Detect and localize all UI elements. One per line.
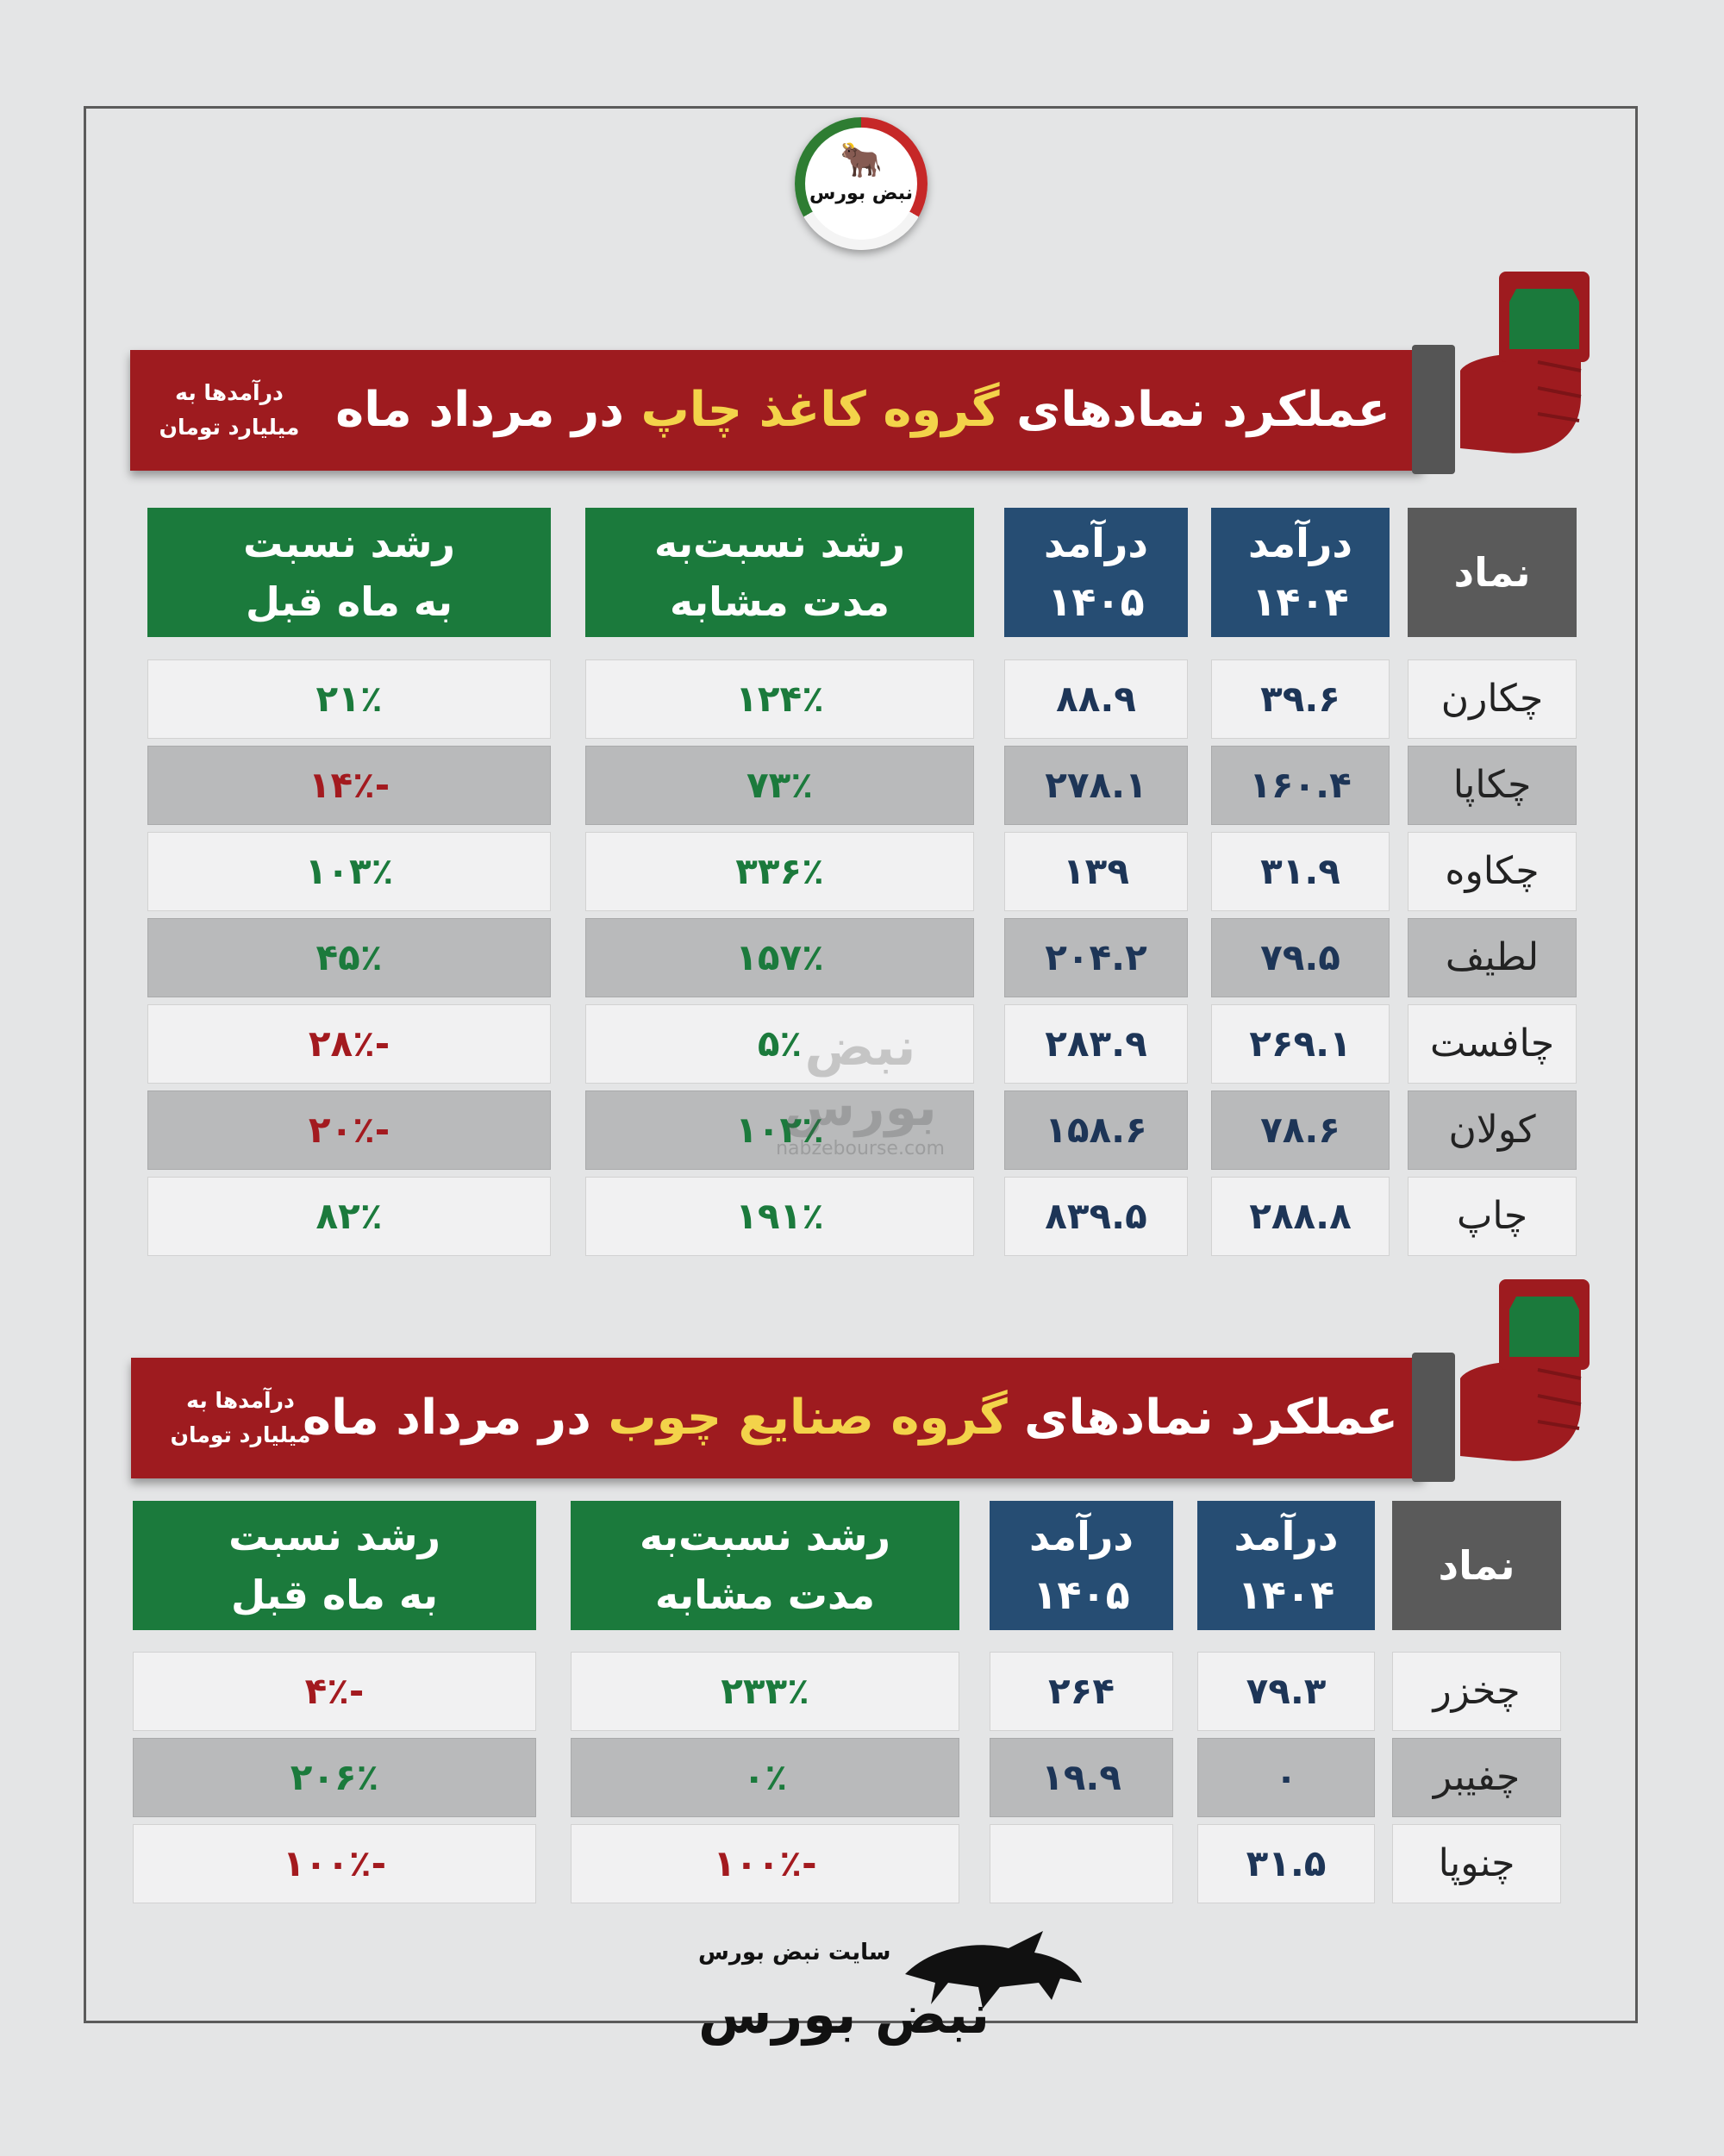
section1-mom-cell: ۲۱٪: [147, 659, 551, 739]
s2-header-yoy: رشد نسبت‌به مدت مشابه: [571, 1501, 959, 1630]
section1-mom-cell: -۲۰٪: [147, 1090, 551, 1170]
section1-rev1404-cell: ۷۹.۵: [1211, 918, 1390, 997]
s1-header-mom: رشد نسبت به ماه قبل: [147, 508, 551, 637]
s2-header-rev1405: درآمد ۱۴۰۵: [990, 1501, 1173, 1630]
section1-rev1404-cell: ۷۸.۶: [1211, 1090, 1390, 1170]
section2-yoy-cell: ۲۳۳٪: [571, 1652, 959, 1731]
section2-yoy-cell: -۱۰۰٪: [571, 1824, 959, 1903]
s1-header-yoy: رشد نسبت‌به مدت مشابه: [585, 508, 974, 637]
section2-rev1404-cell: ۳۱.۵: [1197, 1824, 1375, 1903]
section2-yoy-cell: ۰٪: [571, 1738, 959, 1817]
section1-symbol-cell: چاپ: [1408, 1177, 1577, 1256]
section1-mom-cell: -۲۸٪: [147, 1004, 551, 1084]
s2-header-mom: رشد نسبت به ماه قبل: [133, 1501, 536, 1630]
section1-rev1405-cell: ۸۸.۹: [1004, 659, 1188, 739]
brand-logo: 🐂 نبض بورس: [795, 117, 928, 250]
brand-logo-text: نبض بورس: [809, 183, 913, 204]
section1-yoy-cell: ۱۲۴٪: [585, 659, 974, 739]
section1-mom-cell: ۴۵٪: [147, 918, 551, 997]
s1-header-symbol: نماد: [1408, 508, 1577, 637]
section1-yoy-cell: ۱۵۷٪: [585, 918, 974, 997]
section2-symbol-cell: چفیبر: [1392, 1738, 1561, 1817]
section1-rev1405-cell: ۲۸۳.۹: [1004, 1004, 1188, 1084]
section1-hand-sign-icon: [1460, 272, 1590, 453]
section1-cuff: [1412, 345, 1455, 474]
s2-header-symbol: نماد: [1392, 1501, 1561, 1630]
section2-rev1405-cell: ۱۹.۹: [990, 1738, 1173, 1817]
section2-cuff: [1412, 1353, 1455, 1482]
section2-title: عملکرد نمادهای گروه صنایع چوب در مرداد م…: [302, 1390, 1398, 1446]
section1-symbol-cell: لطیف: [1408, 918, 1577, 997]
section1-banner: درآمدها به میلیارد تومان عملکرد نمادهای گ…: [130, 350, 1422, 471]
section1-yoy-cell: ۳۳۶٪: [585, 832, 974, 911]
section2-hand-sign-icon: [1460, 1279, 1590, 1461]
section2-rev1404-cell: ۰: [1197, 1738, 1375, 1817]
section1-symbol-cell: چکاپا: [1408, 746, 1577, 825]
section1-unit-note: درآمدها به میلیارد تومان: [159, 380, 300, 440]
watermark: نبض بورس nabzebourse.com: [776, 1017, 945, 1159]
section2-symbol-cell: چخزر: [1392, 1652, 1561, 1731]
section1-mom-cell: ۸۲٪: [147, 1177, 551, 1256]
section1-symbol-cell: چکارن: [1408, 659, 1577, 739]
footer-brand-name: نبض بورس: [698, 1983, 990, 2046]
section1-yoy-cell: ۱۰۲٪: [585, 1090, 974, 1170]
section1-symbol-cell: چافست: [1408, 1004, 1577, 1084]
section1-yoy-cell: ۱۹۱٪: [585, 1177, 974, 1256]
section2-mom-cell: ۲۰۶٪: [133, 1738, 536, 1817]
bull-icon: 🐂: [840, 141, 883, 180]
section2-mom-cell: -۱۰۰٪: [133, 1824, 536, 1903]
bull-icon: [905, 1931, 1082, 2009]
section1-yoy-cell: ۷۳٪: [585, 746, 974, 825]
section2-rev1405-cell: ۲۶۴: [990, 1652, 1173, 1731]
section1-rev1405-cell: ۸۳۹.۵: [1004, 1177, 1188, 1256]
section1-mom-cell: -۱۴٪: [147, 746, 551, 825]
section2-mom-cell: -۴٪: [133, 1652, 536, 1731]
section2-rev1404-cell: ۷۹.۳: [1197, 1652, 1375, 1731]
section1-rev1404-cell: ۳۱.۹: [1211, 832, 1390, 911]
footer-site-label: سایت نبض بورس: [698, 1940, 891, 1965]
section1-symbol-cell: چکاوه: [1408, 832, 1577, 911]
section1-rev1405-cell: ۲۰۴.۲: [1004, 918, 1188, 997]
section1-yoy-cell: ۵٪: [585, 1004, 974, 1084]
section1-symbol-cell: کولان: [1408, 1090, 1577, 1170]
section2-symbol-cell: چنوپا: [1392, 1824, 1561, 1903]
section1-rev1404-cell: ۳۹.۶: [1211, 659, 1390, 739]
section1-rev1405-cell: ۱۵۸.۶: [1004, 1090, 1188, 1170]
section2-unit-note: درآمدها به میلیارد تومان: [170, 1388, 311, 1447]
section1-title: عملکرد نمادهای گروه کاغذ چاپ در مرداد ما…: [335, 382, 1390, 438]
section1-rev1404-cell: ۲۶۹.۱: [1211, 1004, 1390, 1084]
section2-rev1405-cell: [990, 1824, 1173, 1903]
section1-rev1405-cell: ۲۷۸.۱: [1004, 746, 1188, 825]
section1-mom-cell: ۱۰۳٪: [147, 832, 551, 911]
section1-rev1405-cell: ۱۳۹: [1004, 832, 1188, 911]
s2-header-rev1404: درآمد ۱۴۰۴: [1197, 1501, 1375, 1630]
s1-header-rev1405: درآمد ۱۴۰۵: [1004, 508, 1188, 637]
page-frame: [84, 106, 1638, 2023]
section1-rev1404-cell: ۲۸۸.۸: [1211, 1177, 1390, 1256]
footer-brand: سایت نبض بورس نبض بورس: [690, 1914, 1086, 2052]
s1-header-rev1404: درآمد ۱۴۰۴: [1211, 508, 1390, 637]
section1-rev1404-cell: ۱۶۰.۴: [1211, 746, 1390, 825]
section2-banner: درآمدها به میلیارد تومان عملکرد نمادهای گ…: [131, 1358, 1423, 1478]
